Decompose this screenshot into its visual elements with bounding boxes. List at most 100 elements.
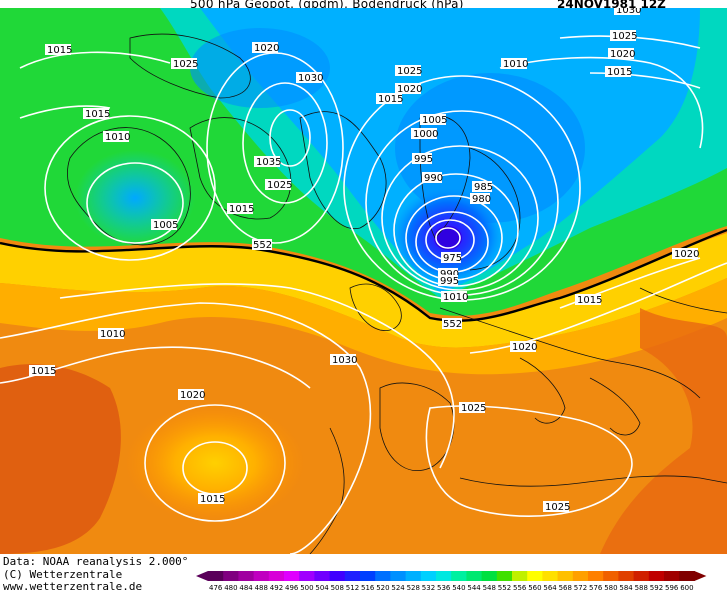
color-legend: 476 480 484 488 492 496 500 504 508 512 516 520 524 5… xyxy=(196,571,707,591)
contour-552 xyxy=(0,228,727,322)
legend-arrow-right xyxy=(694,571,707,581)
legend-tick-label: 484 xyxy=(239,584,253,591)
svg-text:1010: 1010 xyxy=(100,329,125,340)
legend-color-box xyxy=(420,571,437,581)
legend-color-box xyxy=(208,571,224,581)
svg-text:985: 985 xyxy=(474,182,493,193)
pressure-label: 1010 xyxy=(103,131,130,143)
legend-color-box xyxy=(572,571,589,581)
legend-color-box xyxy=(664,571,680,581)
svg-text:1030: 1030 xyxy=(298,73,323,84)
legend-tick-label: 476 xyxy=(209,584,223,591)
legend-color-box xyxy=(618,571,635,581)
legend-tick-label: 528 xyxy=(407,584,420,591)
pressure-label: 995 xyxy=(412,153,433,165)
svg-text:1020: 1020 xyxy=(397,84,422,95)
blue-spot-scand xyxy=(395,73,585,223)
legend-tick-label: 516 xyxy=(361,584,375,591)
legend-color-box xyxy=(299,571,315,581)
pressure-label: 1010 xyxy=(98,328,125,340)
legend-color-box xyxy=(512,571,528,581)
svg-text:1025: 1025 xyxy=(397,66,422,77)
legend-color-box xyxy=(466,571,483,581)
legend-tick-label: 492 xyxy=(270,584,283,591)
svg-text:1025: 1025 xyxy=(461,403,486,414)
svg-text:1015: 1015 xyxy=(378,94,403,105)
legend-color-box xyxy=(360,571,376,581)
legend-color-box xyxy=(542,571,559,581)
legend-color-box xyxy=(238,571,255,581)
copyright: (C) Wetterzentrale xyxy=(3,567,123,581)
svg-text:1015: 1015 xyxy=(85,109,110,120)
legend-tick-label: 480 xyxy=(224,584,237,591)
low-center xyxy=(434,226,462,250)
orange-band xyxy=(0,278,727,375)
legend-tick-label: 536 xyxy=(437,584,451,591)
deep-orange-sw xyxy=(0,364,121,554)
pressure-label: 1025 xyxy=(459,402,486,414)
pressure-label: 552 xyxy=(252,239,272,251)
legend-tick-label: 564 xyxy=(543,584,557,591)
svg-text:1000: 1000 xyxy=(413,129,438,140)
legend-tick-label: 524 xyxy=(391,584,405,591)
data-source: Data: NOAA reanalysis 2.000° xyxy=(3,555,189,568)
pressure-label: 1030 xyxy=(614,8,641,16)
legend-tick-label: 520 xyxy=(376,584,389,591)
svg-text:1030: 1030 xyxy=(616,8,641,16)
pressure-label: 1015 xyxy=(45,44,72,56)
svg-text:1005: 1005 xyxy=(422,115,447,126)
legend-tick-label: 596 xyxy=(665,584,679,591)
legend-color-box xyxy=(344,571,361,581)
pressure-label: 1020 xyxy=(608,48,635,60)
svg-text:1025: 1025 xyxy=(267,180,292,191)
legend-tick-label: 496 xyxy=(285,584,299,591)
pressure-label: 1030 xyxy=(296,72,323,84)
pressure-label: 1015 xyxy=(227,203,254,215)
svg-text:1025: 1025 xyxy=(612,31,637,42)
yellow-band xyxy=(0,233,727,348)
legend-color-box xyxy=(633,571,650,581)
svg-text:1010: 1010 xyxy=(105,132,130,143)
legend-color-box xyxy=(405,571,422,581)
pressure-label: 1035 xyxy=(254,156,281,168)
svg-text:1010: 1010 xyxy=(503,59,528,70)
legend-tick-label: 544 xyxy=(467,584,481,591)
svg-text:1015: 1015 xyxy=(200,494,225,505)
legend-color-box xyxy=(268,571,285,581)
legend-color-box xyxy=(679,571,695,581)
svg-text:1005: 1005 xyxy=(153,220,178,231)
red-east xyxy=(600,308,727,554)
legend-tick-label: 512 xyxy=(346,584,359,591)
svg-text:1025: 1025 xyxy=(173,59,198,70)
legend-tick-label: 504 xyxy=(315,584,329,591)
pressure-label: 1020 xyxy=(510,341,537,353)
pressure-label: 552 xyxy=(442,318,462,330)
pressure-label: 975 xyxy=(441,252,462,264)
legend-tick-label: 500 xyxy=(300,584,313,591)
svg-text:1020: 1020 xyxy=(180,390,205,401)
pressure-label: 990 xyxy=(422,172,443,184)
legend-tick-label: 584 xyxy=(619,584,633,591)
legend-tick-label: 548 xyxy=(483,584,496,591)
legend-tick-label: 508 xyxy=(331,584,344,591)
svg-text:552: 552 xyxy=(443,319,462,330)
legend-color-box xyxy=(223,571,239,581)
svg-text:1015: 1015 xyxy=(607,67,632,78)
pressure-label: 1020 xyxy=(395,83,422,95)
pressure-label: 1020 xyxy=(252,42,279,54)
pressure-label: 1025 xyxy=(395,65,422,77)
legend-color-box xyxy=(451,571,467,581)
pressure-label: 1005 xyxy=(151,219,178,231)
legend-color-box xyxy=(648,571,665,581)
svg-text:1015: 1015 xyxy=(229,204,254,215)
legend-color-box xyxy=(527,571,543,581)
legend-color-box xyxy=(375,571,391,581)
pressure-label: 985 xyxy=(472,181,493,193)
svg-text:1020: 1020 xyxy=(254,43,279,54)
legend-color-box xyxy=(557,571,574,581)
pressure-label: 1005 xyxy=(420,114,447,126)
subtropical-high xyxy=(125,403,305,523)
pressure-label: 1010 xyxy=(441,291,468,303)
svg-text:990: 990 xyxy=(424,173,443,184)
legend-tick-label: 572 xyxy=(574,584,587,591)
